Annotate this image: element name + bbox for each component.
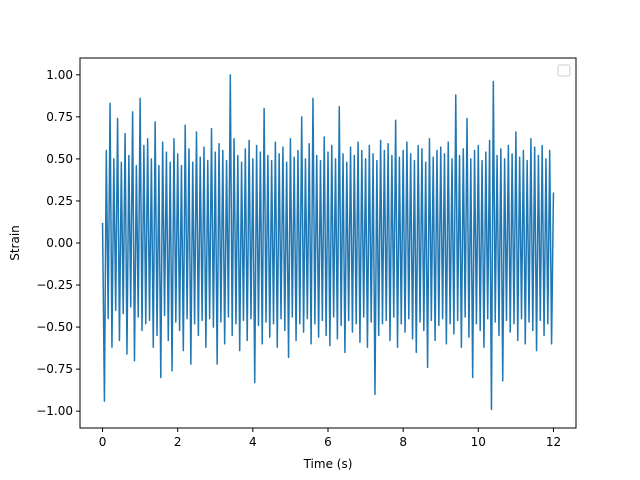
legend-box [557,64,571,77]
y-tick-label: 1.00 [46,68,73,82]
x-tick-label: 0 [99,435,107,449]
y-tick-label: −0.50 [36,320,73,334]
x-tick-label: 12 [546,435,561,449]
x-tick-label: 8 [399,435,407,449]
y-tick-label: −0.75 [36,362,73,376]
x-tick-label: 10 [471,435,486,449]
y-tick-label: 0.25 [46,194,73,208]
y-tick-label: 0.00 [46,236,73,250]
x-tick-label: 6 [324,435,332,449]
x-tick-label: 4 [249,435,257,449]
x-axis-label: Time (s) [303,457,353,471]
y-tick-label: 0.75 [46,110,73,124]
y-tick-label: 0.50 [46,152,73,166]
strain-series-line [101,74,555,411]
x-tick-label: 2 [174,435,182,449]
series-layer [101,74,555,411]
y-tick-label: −0.25 [36,278,73,292]
plot-frame [79,57,577,429]
y-tick-label: −1.00 [36,404,73,418]
ticks-layer: 0 2 4 6 8 10 12 −1.00 −0.75 −0.50 −0.25 0.00 0.25 0.5… [36,68,561,449]
y-axis-label: Strain [8,225,22,261]
